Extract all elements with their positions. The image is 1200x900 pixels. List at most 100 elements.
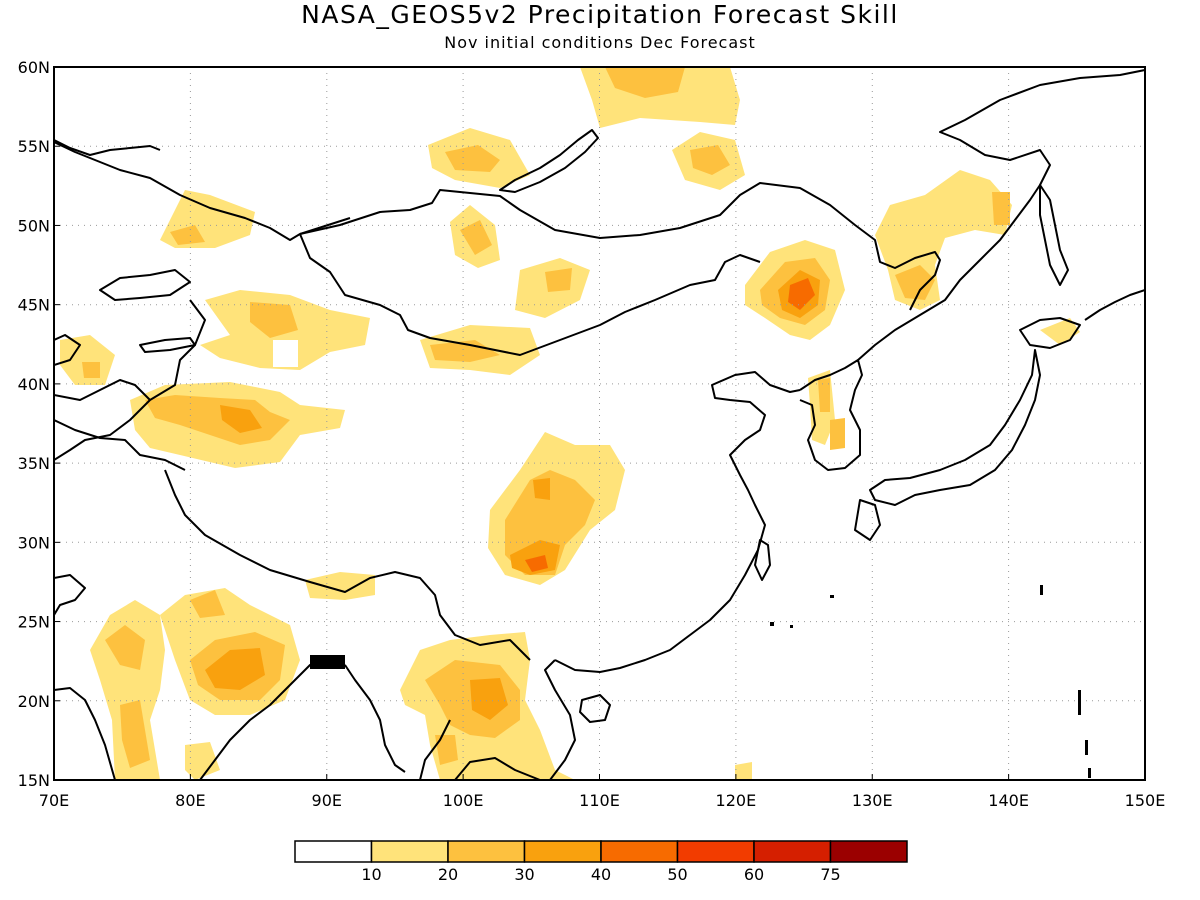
map-subtitle: Nov initial conditions Dec Forecast [444, 33, 756, 52]
skill-region-korea-north-core [818, 378, 830, 412]
skill-region-tarim-core [145, 395, 290, 445]
coast-kurils [1084, 289, 1145, 321]
coast-honshu [869, 349, 1041, 506]
lon-tick-label-130E: 130E [852, 791, 893, 810]
map-title: NASA_GEOS5v2 Precipitation Forecast Skil… [301, 0, 899, 29]
skill-region-sichuan-peak [525, 555, 548, 572]
skill-region-india-central-high [205, 648, 265, 690]
skill-region-balkhash-core [250, 302, 298, 338]
skill-region-indochina-high [470, 678, 508, 720]
lon-tick-label-120E: 120E [716, 791, 757, 810]
skill-region-ne-china-peak [788, 278, 815, 310]
skill-region-india-south [185, 742, 220, 780]
coast-hokkaido [1019, 317, 1081, 349]
border-central-asia [54, 379, 151, 401]
skill-region-tarim-center [220, 405, 262, 433]
skill-gap-box [273, 340, 298, 367]
colorbar-label-60: 60 [744, 865, 764, 884]
colorbar-swatch-4 [600, 840, 679, 863]
lon-tick-label-100E: 100E [443, 791, 484, 810]
island-6 [770, 622, 774, 626]
skill-region-indochina-south [435, 735, 458, 765]
skill-region-west-edge [60, 335, 115, 385]
skill-region-india-west-core2 [120, 700, 150, 768]
skill-region-far-east-core [895, 265, 935, 300]
lake-baikal [499, 129, 599, 193]
skill-region-north-mongolia-core [445, 145, 500, 172]
coast-kyushu [854, 499, 881, 541]
lat-tick-label-30N: 30N [18, 533, 50, 552]
skill-region-ne-baikal-core [690, 145, 730, 175]
colorbar-labels: 10 20 30 40 50 60 75 [361, 865, 840, 884]
colorbar-label-10: 10 [361, 865, 381, 884]
colorbar-label-20: 20 [438, 865, 458, 884]
colorbar-swatch-7 [829, 840, 908, 863]
lake-balkhash [139, 337, 196, 353]
skill-region-west-edge-core [82, 362, 100, 378]
lon-tick-label-70E: 70E [39, 791, 69, 810]
coastline-layer [54, 69, 1145, 780]
island-2 [1040, 585, 1043, 595]
colorbar-swatch-1 [370, 840, 449, 863]
colorbar [294, 840, 908, 863]
skill-region-india-west-core [105, 625, 145, 670]
coast-china-east [554, 371, 801, 673]
skill-region-mongolia-mid-core [545, 268, 572, 292]
skill-region-tibet-south [305, 572, 375, 600]
lon-tick-label-110E: 110E [579, 791, 620, 810]
island-3 [1078, 690, 1081, 715]
border-central-asia-2 [54, 419, 186, 471]
lat-tick-label-55N: 55N [18, 137, 50, 156]
coast-hainan [579, 694, 611, 723]
skill-region-mongolia-west-core [460, 220, 492, 255]
coast-taiwan [754, 539, 771, 581]
skill-region-korea-south [830, 418, 845, 450]
coast-sakhalin [1039, 184, 1069, 286]
skill-region-kazakh-north-core [170, 225, 205, 245]
border-mongolia-china [299, 233, 761, 356]
lat-tick-label-50N: 50N [18, 216, 50, 235]
lat-tick-label-45N: 45N [18, 296, 50, 315]
skill-shading-layer [60, 67, 1080, 780]
lat-tick-label-40N: 40N [18, 375, 50, 394]
lat-tick-label-25N: 25N [18, 613, 50, 632]
lat-tick-label-20N: 20N [18, 692, 50, 711]
skill-region-mongolia-south-core [430, 340, 500, 362]
small-islands-layer [310, 585, 1091, 778]
coast-caspian-east [54, 334, 81, 366]
border-russia-mongolia [299, 182, 941, 311]
lon-tick-label-90E: 90E [312, 791, 342, 810]
colorbar-label-50: 50 [667, 865, 687, 884]
border-himalaya [164, 469, 531, 661]
lon-tick-label-80E: 80E [175, 791, 205, 810]
skill-region-far-east [875, 170, 1012, 310]
lon-tick-label-140E: 140E [988, 791, 1029, 810]
island-8 [310, 655, 345, 669]
skill-region-far-east-ne [992, 192, 1010, 225]
colorbar-swatch-5 [676, 840, 755, 863]
colorbar-swatch-2 [447, 840, 526, 863]
lat-tick-label-15N: 15N [18, 771, 50, 790]
island-4 [1085, 740, 1088, 755]
coast-korea [799, 359, 863, 471]
lon-tick-label-150E: 150E [1125, 791, 1166, 810]
skill-region-baikal-north-core [605, 67, 685, 98]
latitude-labels: 60N 55N 50N 45N 40N 35N 30N 25N 20N 15N [18, 58, 50, 790]
island-5 [1088, 768, 1091, 778]
skill-region-kazakh-north [160, 190, 255, 248]
longitude-labels: 70E 80E 90E 100E 110E 120E 130E 140E 150E [39, 791, 1166, 810]
lat-tick-label-35N: 35N [18, 454, 50, 473]
lat-tick-label-60N: 60N [18, 58, 50, 77]
colorbar-label-75: 75 [820, 865, 840, 884]
axis-tick-marks [53, 66, 1146, 781]
colorbar-label-30: 30 [514, 865, 534, 884]
coast-northwest [54, 139, 161, 156]
island-7 [790, 625, 793, 628]
skill-region-sea-south [735, 762, 752, 780]
skill-region-sichuan-north [533, 478, 550, 500]
colorbar-label-40: 40 [591, 865, 611, 884]
island-1 [830, 595, 834, 598]
coast-indochina [454, 659, 576, 780]
colorbar-swatch-0 [294, 840, 373, 863]
